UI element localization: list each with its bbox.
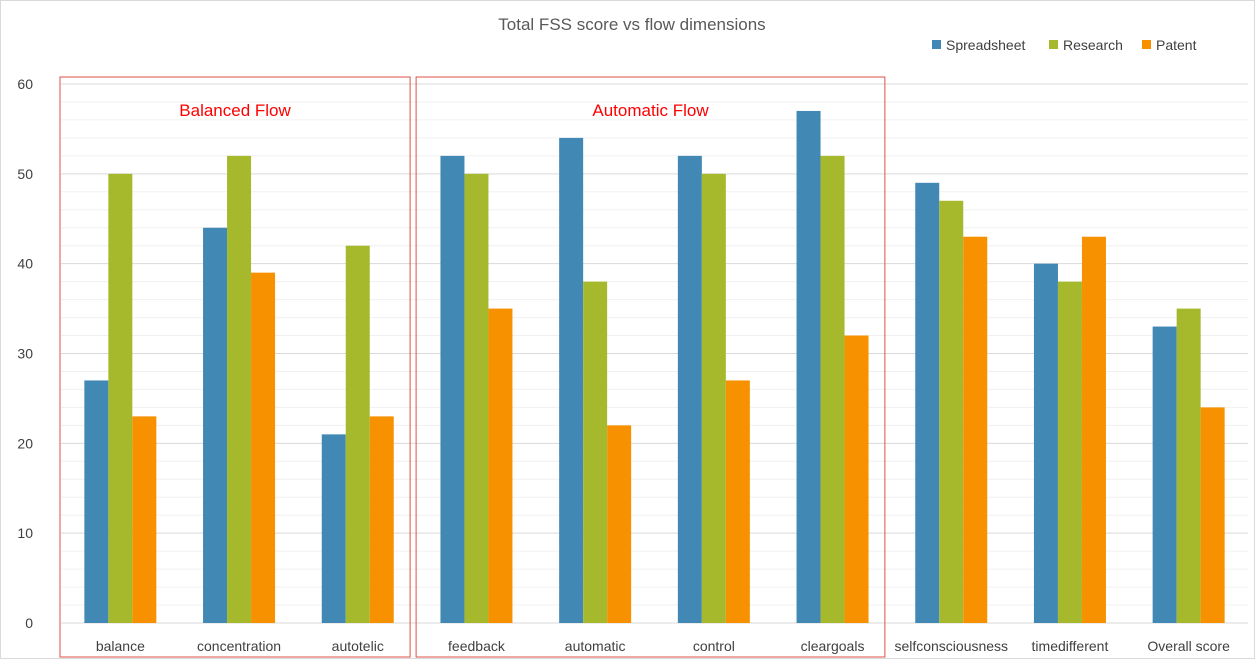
bar-patent-overall-score	[1200, 407, 1225, 623]
x-tick-label: cleargoals	[801, 638, 865, 654]
bar-patent-timedifferent	[1081, 236, 1106, 623]
bar-research-overall-score	[1176, 308, 1201, 623]
y-tick-label: 60	[17, 76, 33, 92]
legend-label-research: Research	[1063, 37, 1123, 53]
x-tick-label: selfconsciousness	[894, 638, 1008, 654]
bar-spreadsheet-balance	[84, 380, 109, 623]
annotation-label: Balanced Flow	[179, 101, 291, 120]
bar-patent-cleargoals	[844, 335, 869, 623]
x-tick-label: automatic	[565, 638, 626, 654]
x-tick-label: balance	[96, 638, 145, 654]
x-tick-label: Overall score	[1147, 638, 1230, 654]
bar-spreadsheet-automatic	[559, 137, 584, 623]
x-tick-label: autotelic	[332, 638, 384, 654]
bar-research-feedback	[464, 173, 489, 624]
legend-swatch-patent	[1142, 40, 1151, 49]
x-tick-label: feedback	[448, 638, 506, 654]
bar-research-balance	[108, 173, 133, 624]
legend: Spreadsheet Research Patent	[932, 37, 1197, 53]
bar-research-timedifferent	[1057, 281, 1082, 623]
bar-spreadsheet-selfconsciousness	[915, 182, 940, 624]
y-tick-label: 0	[25, 615, 33, 631]
bar-research-cleargoals	[820, 155, 845, 623]
annotation-boxes: Balanced Flow Automatic Flow	[59, 76, 886, 658]
bar-patent-concentration	[251, 272, 276, 623]
chart-title: Total FSS score vs flow dimensions	[498, 15, 765, 34]
bar-patent-feedback	[488, 308, 513, 623]
x-tick-label: timedifferent	[1032, 638, 1109, 654]
bar-patent-control	[725, 380, 750, 623]
bar-spreadsheet-autotelic	[321, 434, 346, 623]
x-axis-ticks: balance concentration autotelic feedback aut…	[96, 638, 1230, 654]
bar-spreadsheet-control	[677, 155, 702, 623]
annotation-box	[59, 76, 411, 658]
bar-spreadsheet-concentration	[203, 227, 228, 623]
legend-label-patent: Patent	[1156, 37, 1197, 53]
bar-research-automatic	[583, 281, 608, 623]
bar-spreadsheet-feedback	[440, 155, 465, 623]
bar-research-control	[701, 173, 726, 624]
bars	[84, 110, 1225, 624]
bar-patent-autotelic	[369, 416, 394, 623]
bar-spreadsheet-overall-score	[1152, 326, 1177, 623]
y-tick-label: 20	[17, 435, 33, 451]
y-axis-ticks: 0 10 20 30 40 50 60	[17, 76, 33, 631]
legend-label-spreadsheet: Spreadsheet	[946, 37, 1026, 53]
y-tick-label: 40	[17, 256, 33, 272]
y-tick-label: 10	[17, 525, 33, 541]
legend-swatch-research	[1049, 40, 1058, 49]
bar-patent-selfconsciousness	[963, 236, 988, 623]
legend-swatch-spreadsheet	[932, 40, 941, 49]
bar-research-concentration	[227, 155, 252, 623]
x-tick-label: concentration	[197, 638, 281, 654]
x-tick-label: control	[693, 638, 735, 654]
annotation-box	[415, 76, 886, 658]
bar-spreadsheet-cleargoals	[796, 110, 821, 623]
bar-spreadsheet-timedifferent	[1033, 263, 1058, 623]
y-tick-label: 30	[17, 346, 33, 362]
annotation-label: Automatic Flow	[592, 101, 709, 120]
bar-patent-automatic	[607, 425, 632, 623]
bar-research-selfconsciousness	[939, 200, 964, 624]
y-tick-label: 50	[17, 166, 33, 182]
bar-patent-balance	[132, 416, 157, 623]
bar-research-autotelic	[345, 245, 370, 623]
